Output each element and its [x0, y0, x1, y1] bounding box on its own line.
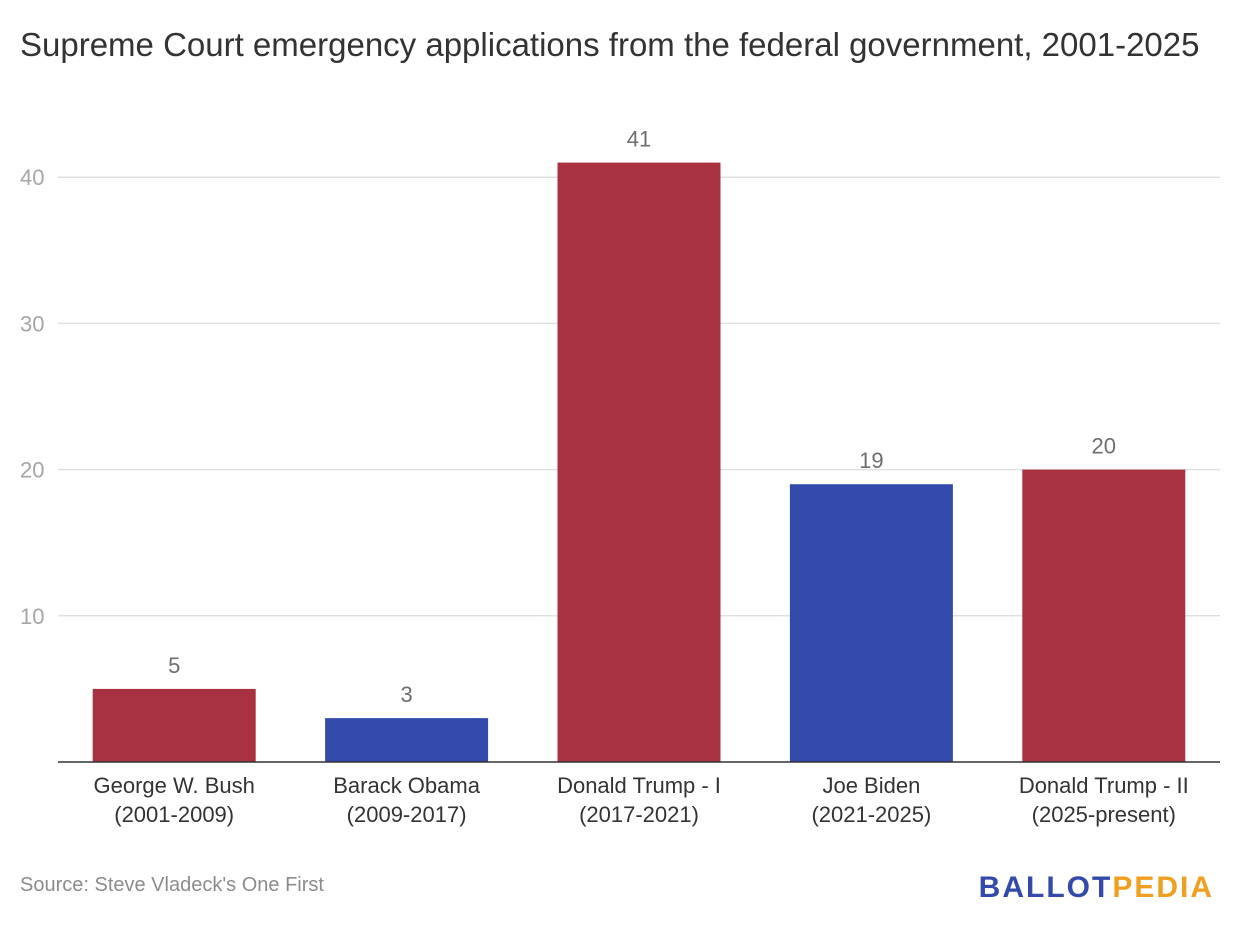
x-axis-labels: George W. Bush (2001-2009) Barack Obama (20…: [93, 773, 1188, 827]
x-category-label: Donald Trump - I: [557, 773, 721, 798]
logo-part-pedia: PEDIA: [1112, 871, 1214, 904]
chart-title: Supreme Court emergency applications fro…: [20, 26, 1200, 63]
y-tick-label: 20: [20, 458, 44, 483]
x-category-sublabel: (2017-2021): [579, 802, 699, 827]
x-category-sublabel: (2009-2017): [347, 802, 467, 827]
x-category-sublabel: (2025-present): [1032, 802, 1176, 827]
x-category-sublabel: (2001-2009): [114, 802, 234, 827]
bar-value-label: 5: [168, 653, 180, 678]
x-category-label: Joe Biden: [822, 773, 920, 798]
bar-value-label: 19: [859, 448, 883, 473]
x-category-label: Barack Obama: [333, 773, 480, 798]
bar: [92, 688, 256, 762]
ballotpedia-logo: BALLOTPEDIA: [979, 871, 1214, 905]
logo-part-ballot: BALLOT: [978, 871, 1113, 904]
bar-value-label: 3: [400, 682, 412, 707]
bar-value-label: 20: [1092, 434, 1116, 459]
data-labels: 5 3 41 19 20: [168, 127, 1116, 708]
bar: [1022, 469, 1186, 762]
bar: [325, 718, 489, 762]
bar: [557, 162, 721, 762]
x-category-label: Donald Trump - II: [1019, 773, 1189, 798]
y-axis-ticks: 10 20 30 40: [20, 165, 44, 629]
x-category-sublabel: (2021-2025): [811, 802, 931, 827]
y-tick-label: 10: [20, 604, 44, 629]
bar: [789, 484, 953, 762]
y-tick-label: 40: [20, 165, 44, 190]
x-category-label: George W. Bush: [93, 773, 254, 798]
bars: [92, 162, 1186, 762]
bar-value-label: 41: [627, 127, 651, 152]
source-note: Source: Steve Vladeck's One First: [20, 874, 324, 896]
y-tick-label: 30: [20, 311, 44, 336]
